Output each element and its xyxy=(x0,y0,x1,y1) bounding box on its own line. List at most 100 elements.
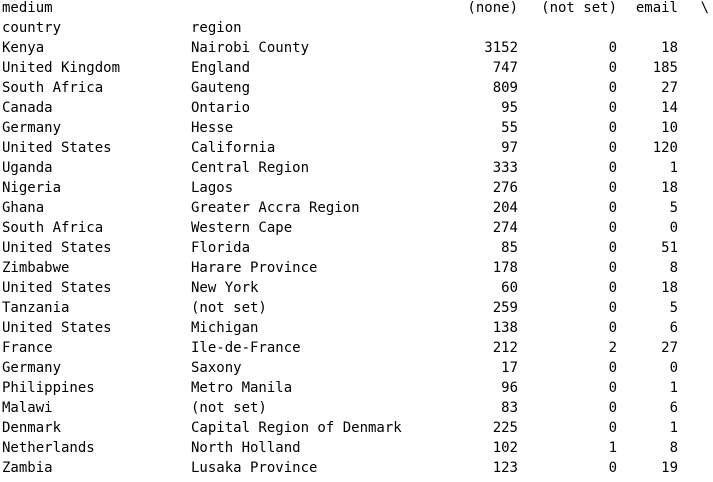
cell-email: 18 xyxy=(661,280,678,296)
cell-none: 60 xyxy=(501,280,518,296)
cell-region: Saxony xyxy=(191,360,242,376)
cell-email: 0 xyxy=(669,220,678,236)
cell-email: 6 xyxy=(669,400,678,416)
table-row: Tanzania (not set) 259 0 5 xyxy=(2,298,711,318)
index-header-row: country region xyxy=(2,18,711,38)
cell-none: 259 xyxy=(492,300,518,316)
cell-country: Malawi xyxy=(2,400,53,416)
cell-country: Nigeria xyxy=(2,180,62,196)
cell-email: 185 xyxy=(652,60,678,76)
table-row: France Ile-de-France 212 2 27 xyxy=(2,338,711,358)
cell-none: 138 xyxy=(492,320,518,336)
cell-none: 97 xyxy=(501,140,518,156)
cell-not-set: 0 xyxy=(608,300,617,316)
cell-not-set: 0 xyxy=(608,120,617,136)
cell-region: Michigan xyxy=(191,320,259,336)
cell-none: 178 xyxy=(492,260,518,276)
cell-country: Tanzania xyxy=(2,300,70,316)
cell-not-set: 0 xyxy=(608,60,617,76)
table-row: South Africa Gauteng 809 0 27 xyxy=(2,78,711,98)
cell-country: United States xyxy=(2,280,112,296)
cell-none: 276 xyxy=(492,180,518,196)
cell-not-set: 0 xyxy=(608,40,617,56)
cell-region: North Holland xyxy=(191,440,301,456)
table-body: Kenya Nairobi County 3152 0 18 United Kingdom… xyxy=(2,38,711,478)
cell-country: Ghana xyxy=(2,200,45,216)
cell-region: (not set) xyxy=(191,400,267,416)
index-name-country: country xyxy=(2,20,62,36)
cell-not-set: 0 xyxy=(608,80,617,96)
cell-region: Florida xyxy=(191,240,251,256)
cell-none: 95 xyxy=(501,100,518,116)
cell-country: France xyxy=(2,340,53,356)
cell-not-set: 0 xyxy=(608,360,617,376)
cell-email: 1 xyxy=(669,160,678,176)
cell-not-set: 0 xyxy=(608,160,617,176)
cell-none: 225 xyxy=(492,420,518,436)
column-header-not-set: (not set) xyxy=(541,0,617,16)
cell-country: United States xyxy=(2,140,112,156)
cell-email: 14 xyxy=(661,100,678,116)
cell-email: 8 xyxy=(669,260,678,276)
cell-email: 5 xyxy=(669,200,678,216)
cell-region: California xyxy=(191,140,276,156)
cell-email: 19 xyxy=(661,460,678,476)
cell-country: Germany xyxy=(2,120,62,136)
cell-not-set: 0 xyxy=(608,320,617,336)
cell-country: Denmark xyxy=(2,420,62,436)
cell-not-set: 0 xyxy=(608,400,617,416)
cell-region: (not set) xyxy=(191,300,267,316)
cell-email: 27 xyxy=(661,80,678,96)
table-row: United States California 97 0 120 xyxy=(2,138,711,158)
cell-country: United States xyxy=(2,320,112,336)
cell-not-set: 2 xyxy=(608,340,617,356)
cell-email: 1 xyxy=(669,420,678,436)
column-header-email: email xyxy=(635,0,678,16)
cell-region: Western Cape xyxy=(191,220,293,236)
cell-none: 747 xyxy=(492,60,518,76)
cell-not-set: 0 xyxy=(608,220,617,236)
cell-region: Central Region xyxy=(191,160,310,176)
cell-email: 27 xyxy=(661,340,678,356)
cell-none: 123 xyxy=(492,460,518,476)
cell-region: Greater Accra Region xyxy=(191,200,360,216)
cell-region: Lagos xyxy=(191,180,234,196)
cell-email: 1 xyxy=(669,380,678,396)
table-row: South Africa Western Cape 274 0 0 xyxy=(2,218,711,238)
cell-email: 51 xyxy=(661,240,678,256)
cell-country: United States xyxy=(2,240,112,256)
cell-region: Capital Region of Denmark xyxy=(191,420,402,436)
columns-name-label: medium xyxy=(2,0,53,16)
table-row: Uganda Central Region 333 0 1 xyxy=(2,158,711,178)
cell-region: Gauteng xyxy=(191,80,251,96)
cell-email: 18 xyxy=(661,40,678,56)
index-name-region: region xyxy=(191,20,242,36)
cell-none: 3152 xyxy=(484,40,518,56)
cell-none: 212 xyxy=(492,340,518,356)
cell-not-set: 0 xyxy=(608,140,617,156)
cell-not-set: 0 xyxy=(608,280,617,296)
table-row: Kenya Nairobi County 3152 0 18 xyxy=(2,38,711,58)
cell-country: Kenya xyxy=(2,40,45,56)
cell-email: 120 xyxy=(652,140,678,156)
cell-region: Metro Manila xyxy=(191,380,293,396)
cell-region: New York xyxy=(191,280,259,296)
cell-country: South Africa xyxy=(2,220,104,236)
cell-region: Nairobi County xyxy=(191,40,310,56)
table-row: United States Florida 85 0 51 xyxy=(2,238,711,258)
cell-none: 85 xyxy=(501,240,518,256)
cell-not-set: 0 xyxy=(608,240,617,256)
cell-none: 55 xyxy=(501,120,518,136)
table-row: United States New York 60 0 18 xyxy=(2,278,711,298)
table-row: Germany Saxony 17 0 0 xyxy=(2,358,711,378)
line-continuation-marker: \ xyxy=(700,0,709,16)
cell-email: 6 xyxy=(669,320,678,336)
cell-none: 274 xyxy=(492,220,518,236)
cell-country: Germany xyxy=(2,360,62,376)
cell-country: Zimbabwe xyxy=(2,260,70,276)
cell-not-set: 0 xyxy=(608,260,617,276)
cell-region: Harare Province xyxy=(191,260,318,276)
cell-country: Uganda xyxy=(2,160,53,176)
table-row: Germany Hesse 55 0 10 xyxy=(2,118,711,138)
